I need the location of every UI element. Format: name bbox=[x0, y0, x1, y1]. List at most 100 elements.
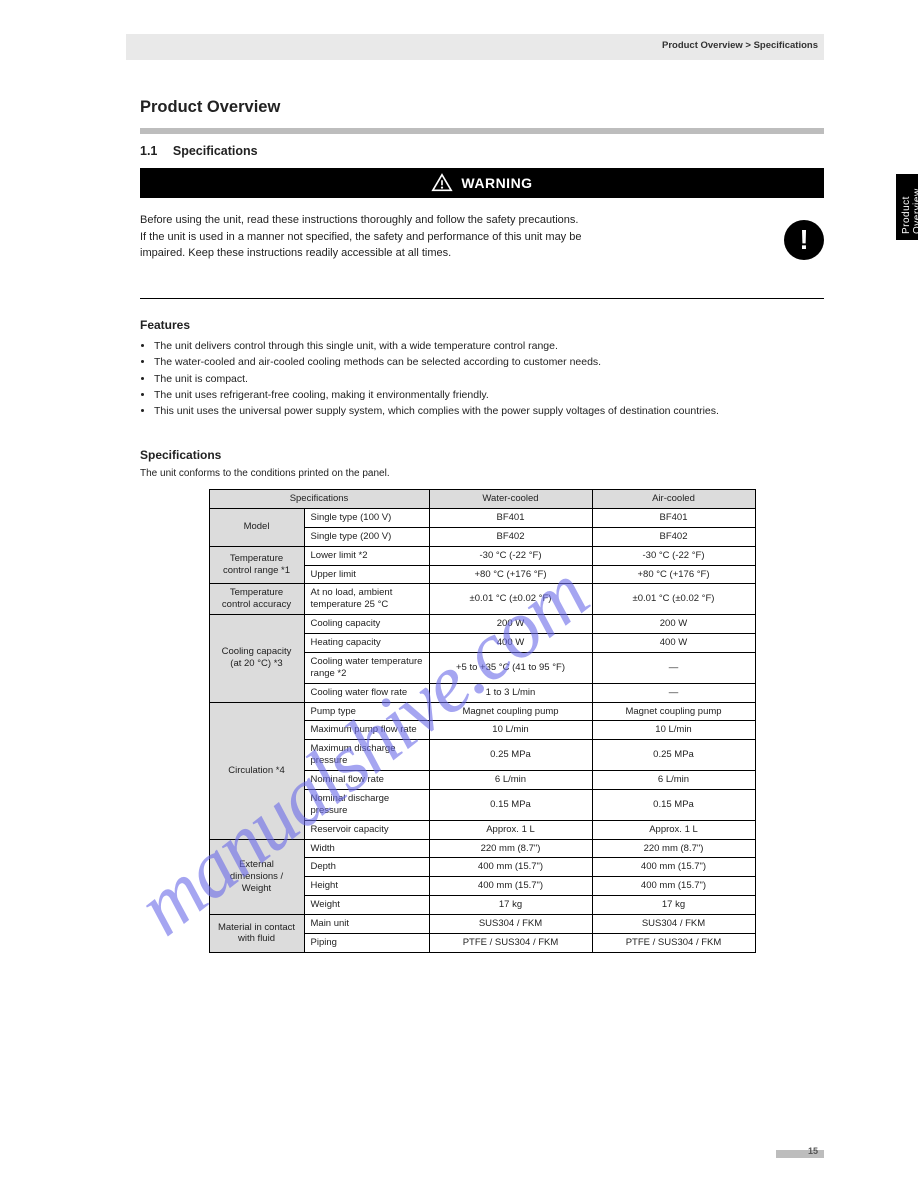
section-heading: 1.1 Specifications bbox=[140, 144, 258, 158]
spec-value: PTFE / SUS304 / FKM bbox=[592, 933, 755, 952]
spec-value: 10 L/min bbox=[592, 721, 755, 740]
spec-value: BF401 bbox=[429, 508, 592, 527]
warning-line: If the unit is used in a manner not spec… bbox=[140, 229, 764, 246]
spec-value: 0.15 MPa bbox=[592, 789, 755, 820]
spec-value: 0.25 MPa bbox=[429, 740, 592, 771]
spec-value: 0.15 MPa bbox=[429, 789, 592, 820]
features-list: The unit delivers control through this s… bbox=[140, 338, 824, 419]
spec-value: — bbox=[592, 652, 755, 683]
page-title: Product Overview bbox=[140, 98, 280, 117]
spec-value: BF402 bbox=[429, 527, 592, 546]
spec-value: BF401 bbox=[592, 508, 755, 527]
spec-label: Height bbox=[304, 877, 429, 896]
spec-label: Maximum discharge pressure bbox=[304, 740, 429, 771]
spec-label: Piping bbox=[304, 933, 429, 952]
table-row: Cooling capacity (at 20 °C) *3Cooling ca… bbox=[209, 615, 755, 634]
spec-value: 6 L/min bbox=[429, 771, 592, 790]
spec-value: BF402 bbox=[592, 527, 755, 546]
spec-value: +5 to +35 °C (41 to 95 °F) bbox=[429, 652, 592, 683]
row-header: Material in contact with fluid bbox=[209, 915, 304, 953]
spec-table: Specifications Water-cooled Air-cooled M… bbox=[209, 489, 756, 953]
table-row: Temperature control range *1Lower limit … bbox=[209, 546, 755, 565]
spec-value: ±0.01 °C (±0.02 °F) bbox=[429, 584, 592, 615]
spec-value: Approx. 1 L bbox=[429, 820, 592, 839]
warning-line: Before using the unit, read these instru… bbox=[140, 212, 764, 229]
spec-value: 6 L/min bbox=[592, 771, 755, 790]
specs-section: Specifications The unit conforms to the … bbox=[140, 448, 824, 953]
section-num: 1.1 bbox=[140, 144, 157, 158]
col-header: Water-cooled bbox=[429, 490, 592, 509]
spec-label: Single type (200 V) bbox=[304, 527, 429, 546]
spec-value: -30 °C (-22 °F) bbox=[592, 546, 755, 565]
table-row: Specifications Water-cooled Air-cooled bbox=[209, 490, 755, 509]
warning-triangle-icon bbox=[431, 172, 453, 194]
spec-value: 17 kg bbox=[592, 896, 755, 915]
spec-label: Main unit bbox=[304, 915, 429, 934]
row-header: Circulation *4 bbox=[209, 702, 304, 839]
table-row: Circulation *4Pump typeMagnet coupling p… bbox=[209, 702, 755, 721]
warning-block: WARNING Before using the unit, read thes… bbox=[140, 168, 824, 262]
spec-value: 200 W bbox=[592, 615, 755, 634]
specs-heading: Specifications bbox=[140, 448, 824, 462]
specs-note: The unit conforms to the conditions prin… bbox=[140, 468, 824, 479]
table-row: External dimensions / WeightWidth220 mm … bbox=[209, 839, 755, 858]
gray-rule bbox=[140, 128, 824, 134]
side-tab: Product Overview bbox=[896, 174, 918, 240]
spec-label: Cooling water flow rate bbox=[304, 683, 429, 702]
row-header: Temperature control accuracy bbox=[209, 584, 304, 615]
list-item: The unit uses refrigerant-free cooling, … bbox=[154, 387, 824, 403]
warning-heading: WARNING bbox=[461, 175, 532, 191]
spec-value: 400 W bbox=[592, 634, 755, 653]
spec-label: Cooling water temperature range *2 bbox=[304, 652, 429, 683]
warning-bar: WARNING bbox=[140, 168, 824, 198]
list-item: The unit delivers control through this s… bbox=[154, 338, 824, 354]
spec-value: 400 mm (15.7") bbox=[429, 877, 592, 896]
table-row: Temperature control accuracyAt no load, … bbox=[209, 584, 755, 615]
breadcrumb: Product Overview > Specifications bbox=[662, 40, 818, 51]
table-row: ModelSingle type (100 V)BF401BF401 bbox=[209, 508, 755, 527]
spec-value: +80 °C (+176 °F) bbox=[429, 565, 592, 584]
spec-value: 10 L/min bbox=[429, 721, 592, 740]
spec-value: 200 W bbox=[429, 615, 592, 634]
spec-label: Weight bbox=[304, 896, 429, 915]
spec-value: SUS304 / FKM bbox=[429, 915, 592, 934]
spec-label: Reservoir capacity bbox=[304, 820, 429, 839]
spec-label: Upper limit bbox=[304, 565, 429, 584]
spec-value: Magnet coupling pump bbox=[592, 702, 755, 721]
spec-label: Heating capacity bbox=[304, 634, 429, 653]
spec-label: Nominal discharge pressure bbox=[304, 789, 429, 820]
spec-value: Approx. 1 L bbox=[592, 820, 755, 839]
spec-value: 220 mm (8.7") bbox=[429, 839, 592, 858]
features-heading: Features bbox=[140, 318, 824, 332]
row-header: External dimensions / Weight bbox=[209, 839, 304, 915]
mandatory-action-icon: ! bbox=[784, 220, 824, 260]
spec-value: 400 mm (15.7") bbox=[592, 877, 755, 896]
col-header: Specifications bbox=[209, 490, 429, 509]
spec-label: Maximum pump flow rate bbox=[304, 721, 429, 740]
spec-value: ±0.01 °C (±0.02 °F) bbox=[592, 584, 755, 615]
row-header: Temperature control range *1 bbox=[209, 546, 304, 584]
spec-label: Lower limit *2 bbox=[304, 546, 429, 565]
list-item: This unit uses the universal power suppl… bbox=[154, 403, 824, 419]
spec-value: 1 to 3 L/min bbox=[429, 683, 592, 702]
row-header: Model bbox=[209, 508, 304, 546]
list-item: The unit is compact. bbox=[154, 371, 824, 387]
spec-value: 220 mm (8.7") bbox=[592, 839, 755, 858]
spec-value: +80 °C (+176 °F) bbox=[592, 565, 755, 584]
section-label: Specifications bbox=[173, 144, 258, 158]
warning-line: impaired. Keep these instructions readil… bbox=[140, 245, 764, 262]
spec-label: Nominal flow rate bbox=[304, 771, 429, 790]
spec-value: SUS304 / FKM bbox=[592, 915, 755, 934]
spec-value: 17 kg bbox=[429, 896, 592, 915]
col-header: Air-cooled bbox=[592, 490, 755, 509]
spec-value: 0.25 MPa bbox=[592, 740, 755, 771]
spec-value: PTFE / SUS304 / FKM bbox=[429, 933, 592, 952]
warning-body: Before using the unit, read these instru… bbox=[140, 212, 824, 262]
spec-value: Magnet coupling pump bbox=[429, 702, 592, 721]
list-item: The water-cooled and air-cooled cooling … bbox=[154, 354, 824, 370]
spec-label: Depth bbox=[304, 858, 429, 877]
spec-value: — bbox=[592, 683, 755, 702]
page-number: 15 bbox=[808, 1146, 818, 1156]
spec-label: Width bbox=[304, 839, 429, 858]
features-section: Features The unit delivers control throu… bbox=[140, 318, 824, 429]
